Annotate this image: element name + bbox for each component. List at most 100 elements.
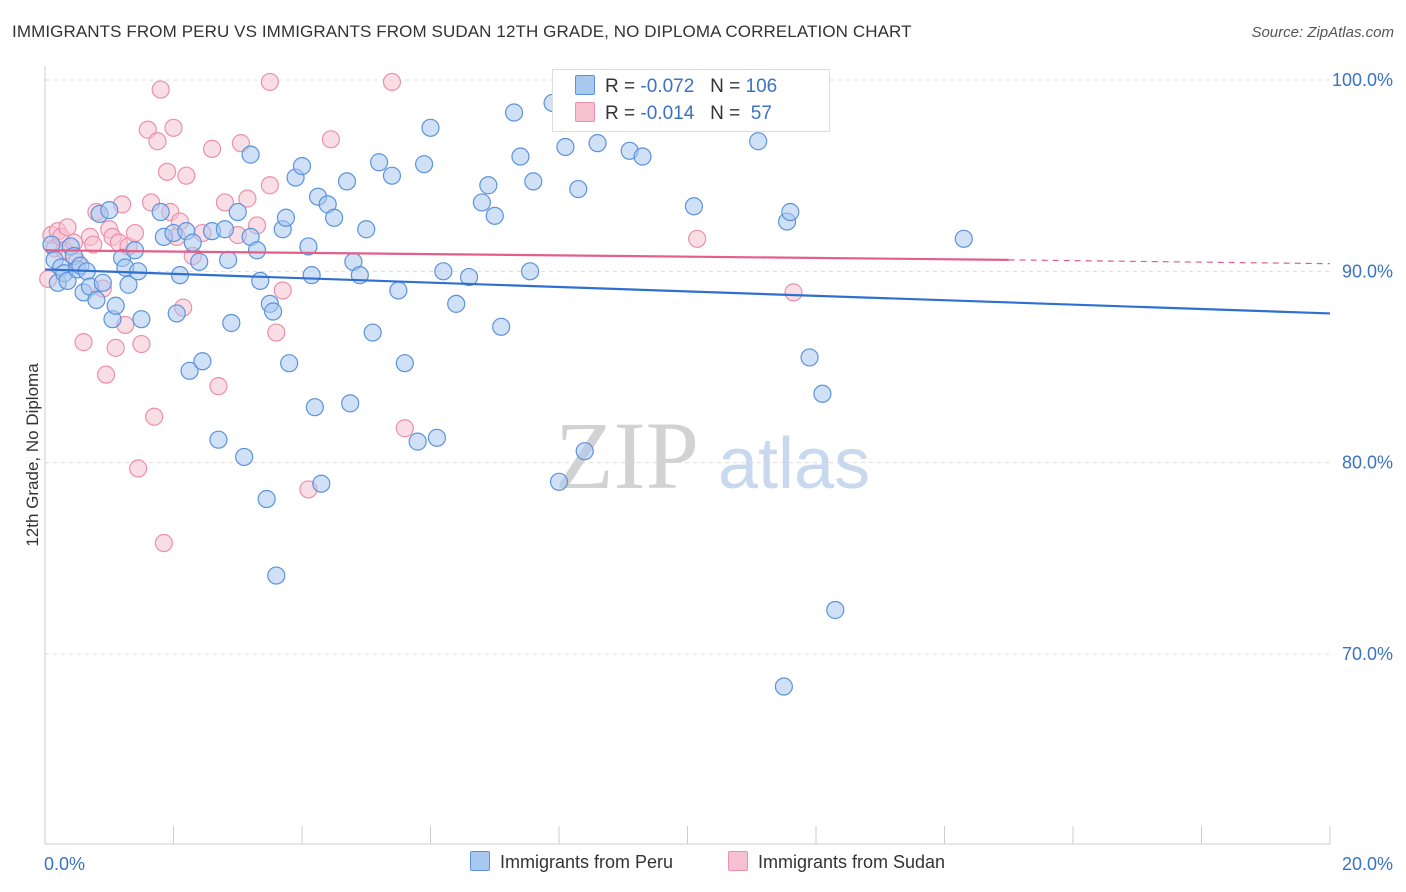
peru-point <box>524 172 543 191</box>
peru-point <box>357 220 376 239</box>
peru-point <box>575 442 594 461</box>
sudan-point <box>267 323 286 342</box>
legend-sudan-r-value: -0.014 <box>640 103 695 124</box>
sudan-point <box>238 189 257 208</box>
peru-point <box>485 206 504 225</box>
peru-point <box>276 208 296 227</box>
peru-point <box>151 202 170 222</box>
peru-point <box>800 348 819 367</box>
sudan-point <box>106 338 125 357</box>
sudan-trend-line <box>44 249 1009 261</box>
peru-point <box>263 302 283 321</box>
x-tick-label: 0.0% <box>44 854 85 874</box>
peru-point <box>247 241 267 260</box>
sudan-point <box>157 162 177 181</box>
sudan-point <box>273 281 292 300</box>
peru-point <box>193 352 212 371</box>
peru-point <box>588 134 607 153</box>
gridlines <box>45 79 1330 655</box>
sudan-point <box>260 72 279 92</box>
peru-point <box>251 271 270 290</box>
peru-point <box>93 273 112 292</box>
watermark: ZIP atlas <box>555 402 870 509</box>
peru-point <box>183 233 202 252</box>
legend-sudan-n-value: 57 <box>750 103 772 124</box>
sudan-point <box>209 377 228 396</box>
peru-point <box>167 304 186 323</box>
bottom-legend-sudan-label: Immigrants from Sudan <box>758 852 946 872</box>
peru-point <box>325 208 344 227</box>
bottom-swatch-peru <box>470 851 490 871</box>
sudan-point <box>321 130 341 149</box>
sudan-trend-extension <box>1008 259 1331 265</box>
legend-r-label: R = <box>605 103 636 124</box>
sudan-point <box>215 193 234 212</box>
peru-point <box>520 262 540 281</box>
peru-point <box>395 354 414 373</box>
sudan-point <box>154 533 173 553</box>
peru-point <box>228 202 247 222</box>
peru-point <box>219 250 238 269</box>
sudan-point <box>784 283 803 302</box>
peru-point <box>389 281 408 300</box>
peru-point <box>781 202 800 222</box>
peru-point <box>190 252 209 271</box>
peru-point <box>292 157 312 176</box>
peru-point <box>684 197 704 216</box>
peru-point <box>119 275 138 294</box>
peru-point <box>341 394 360 413</box>
peru-point <box>100 201 119 220</box>
sudan-point <box>84 235 103 254</box>
axes: 70.0% 80.0% 90.0% 100.0% 0.0% 20.0% <box>44 66 1393 874</box>
legend-row-sudan: R = -0.014 N = 57 <box>575 101 772 127</box>
peru-point <box>427 428 447 447</box>
sudan-point <box>129 459 148 478</box>
sudan-point <box>260 176 279 195</box>
y-axis-label: 12th Grade, No Diploma <box>23 363 42 547</box>
peru-point <box>414 155 434 174</box>
peru-point <box>280 354 299 373</box>
legend-n-label: N = <box>710 103 741 124</box>
y-tick-label: 80.0% <box>1342 453 1393 473</box>
sudan-point <box>96 365 116 384</box>
peru-point <box>382 166 402 185</box>
y-tick-label: 70.0% <box>1342 644 1393 664</box>
peru-point <box>180 361 199 380</box>
peru-point <box>633 147 652 166</box>
peru-point <box>472 193 491 212</box>
bottom-swatch-sudan <box>728 851 748 871</box>
peru-point <box>479 176 498 195</box>
sudan-point <box>125 223 145 243</box>
legend-n-label: N = <box>710 76 741 97</box>
peru-point <box>363 323 382 342</box>
legend-swatch-peru <box>575 75 595 95</box>
peru-point <box>511 147 530 166</box>
sudan-point <box>148 132 167 151</box>
sudan-point <box>74 333 93 352</box>
source-credit: Source: ZipAtlas.com <box>1251 24 1394 41</box>
peru-point <box>106 296 125 315</box>
peru-point <box>421 118 440 137</box>
correlation-legend: R = -0.072 N = 106 R = -0.014 N = 57 <box>552 69 830 132</box>
sudan-point <box>177 166 196 185</box>
peru-point <box>241 145 260 164</box>
sudan-point <box>202 139 222 158</box>
peru-point <box>954 229 973 248</box>
peru-point <box>504 103 524 122</box>
peru-point <box>813 384 832 403</box>
peru-point <box>826 600 845 620</box>
peru-point <box>305 398 324 417</box>
peru-point <box>209 430 228 449</box>
peru-point <box>569 179 588 199</box>
legend-peru-n-value: 106 <box>745 76 778 97</box>
peru-point <box>556 137 575 157</box>
watermark-zip: ZIP <box>555 402 699 509</box>
legend-swatch-sudan <box>575 102 595 122</box>
peru-point <box>257 489 276 509</box>
peru-point <box>302 266 321 285</box>
y-tick-label: 90.0% <box>1342 261 1393 281</box>
peru-point <box>447 294 466 313</box>
peru-point <box>235 447 254 467</box>
peru-point <box>749 132 768 151</box>
